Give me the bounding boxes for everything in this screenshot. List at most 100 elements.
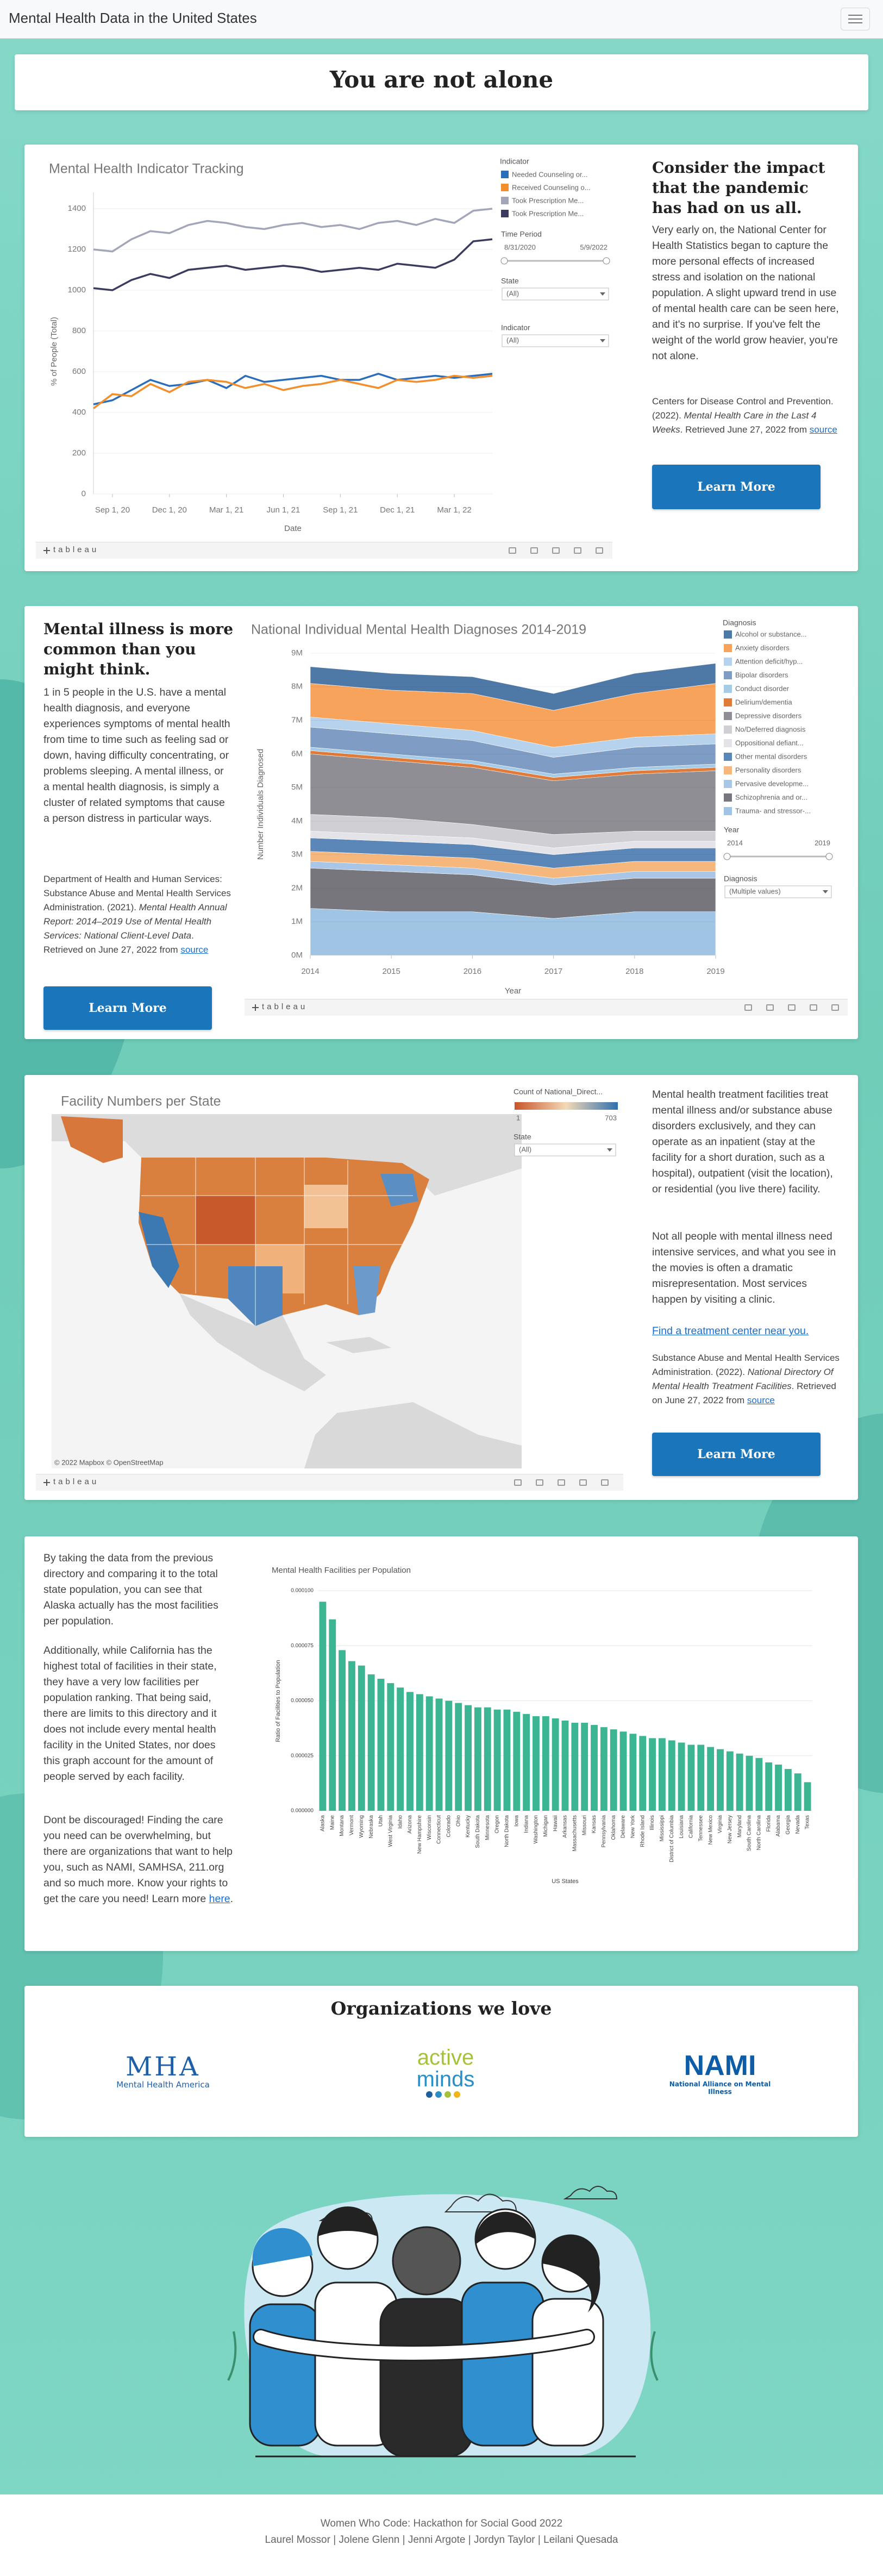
series-line	[92, 374, 493, 409]
treatment-center-link[interactable]: Find a treatment center near you.	[652, 1325, 809, 1337]
x-tick-label: Oregon	[494, 1815, 500, 1833]
source-link[interactable]: source	[747, 1395, 775, 1405]
viz-toolbar: tableau	[36, 1474, 623, 1491]
toolbar-icon[interactable]	[574, 547, 581, 554]
x-tick-label: Ohio	[455, 1815, 461, 1827]
x-tick-label: Tennessee	[698, 1815, 704, 1842]
bar	[348, 1661, 355, 1811]
learn-more-button[interactable]: Learn More	[652, 1433, 821, 1476]
x-tick-label: Kansas	[591, 1815, 597, 1833]
x-tick-label: Michigan	[543, 1815, 549, 1837]
legend-swatch	[501, 210, 509, 217]
logo-nami[interactable]: NAMI National Alliance on Mental Illness	[666, 2051, 774, 2096]
map-land	[304, 1402, 522, 1468]
bar	[455, 1703, 462, 1811]
filter-label: Time Period	[501, 230, 542, 239]
slider-handle[interactable]	[603, 257, 610, 265]
paragraph: Very early on, the National Center for H…	[652, 224, 839, 362]
toolbar-icon[interactable]	[744, 1004, 752, 1011]
bar	[668, 1740, 675, 1811]
x-tick-label: California	[688, 1815, 694, 1839]
footer: Women Who Code: Hackathon for Social Goo…	[0, 2494, 883, 2576]
x-tick-label: 2017	[544, 967, 562, 976]
here-link[interactable]: here	[209, 1893, 230, 1905]
legend-swatch	[724, 780, 732, 788]
legend-swatch	[724, 685, 732, 693]
citation-title: Mental Health Care in the Last 4 Weeks	[652, 410, 817, 435]
bar	[678, 1742, 685, 1811]
map-region	[61, 1116, 123, 1163]
brand-mark	[252, 1004, 259, 1011]
bar	[319, 1602, 327, 1811]
toolbar-icon[interactable]	[596, 547, 603, 554]
x-tick-label: Massachusetts	[572, 1815, 578, 1852]
slider-handle[interactable]	[825, 853, 833, 860]
filter-dropdown[interactable]	[502, 287, 609, 301]
toolbar-icon[interactable]	[579, 1479, 587, 1486]
toolbar-icon[interactable]	[601, 1479, 609, 1486]
x-tick-label: Minnesota	[485, 1815, 491, 1841]
legend-label: Oppositional defiant...	[735, 739, 804, 747]
tableau-brand: tableau	[53, 1477, 99, 1486]
toolbar-icon[interactable]	[558, 1479, 565, 1486]
citation: Substance Abuse and Mental Health Servic…	[652, 1351, 842, 1408]
map-land	[52, 1114, 522, 1196]
map-attribution: © 2022 Mapbox © OpenStreetMap	[54, 1458, 164, 1466]
bar	[561, 1720, 569, 1811]
toolbar-icon[interactable]	[536, 1479, 543, 1486]
source-link[interactable]: source	[809, 424, 837, 435]
source-link[interactable]: source	[180, 945, 209, 955]
toolbar-icon[interactable]	[530, 547, 538, 554]
learn-more-button[interactable]: Learn More	[652, 465, 821, 509]
toolbar-icon[interactable]	[552, 547, 560, 554]
logo-mha[interactable]: MHA Mental Health America	[109, 2054, 217, 2090]
bar	[687, 1745, 695, 1811]
toolbar-icon[interactable]	[810, 1004, 817, 1011]
series-line	[93, 238, 493, 291]
bar	[416, 1694, 423, 1811]
y-axis-title: Number Individuals Diagnosed	[256, 749, 265, 860]
toolbar-icon[interactable]	[509, 547, 516, 554]
organizations-card: Organizations we love MHA Mental Health …	[24, 1986, 858, 2137]
legend-label: Attention deficit/hyp...	[735, 657, 803, 665]
filter-label: Diagnosis	[724, 874, 757, 883]
learn-more-button[interactable]: Learn More	[43, 986, 212, 1030]
bar	[552, 1718, 559, 1811]
toolbar-icon[interactable]	[514, 1479, 522, 1486]
toolbar-icon[interactable]	[766, 1004, 774, 1011]
map-region	[353, 1266, 380, 1315]
filter-dropdown[interactable]	[502, 334, 609, 347]
toolbar-icon[interactable]	[788, 1004, 796, 1011]
bar	[610, 1729, 617, 1811]
filter-value: (All)	[506, 289, 519, 297]
illustration	[227, 2186, 659, 2458]
map-region	[380, 1174, 418, 1206]
legend-swatch	[724, 766, 732, 774]
filter-dropdown[interactable]	[724, 885, 832, 898]
y-axis-title: % of People (Total)	[49, 317, 59, 386]
x-tick-label: Illinois	[649, 1815, 655, 1830]
y-tick-label: 2M	[291, 883, 303, 892]
bar	[367, 1674, 375, 1811]
legend-label: Other mental disorders	[735, 752, 807, 760]
bar	[425, 1696, 433, 1811]
legend-label: Bipolar disorders	[735, 671, 788, 679]
filter-dropdown[interactable]	[514, 1143, 616, 1156]
tableau-brand: tableau	[53, 545, 99, 554]
menu-toggle[interactable]	[841, 8, 870, 30]
filter-label: State	[501, 277, 519, 285]
toolbar-icon[interactable]	[831, 1004, 839, 1011]
legend-label: Depressive disorders	[735, 711, 802, 720]
map-region	[196, 1196, 255, 1245]
legend-title: Indicator	[500, 157, 529, 166]
citation: Department of Health and Human Services:…	[43, 872, 231, 957]
logo-active-minds[interactable]: active minds	[399, 2047, 492, 2101]
legend-title: Count of National_Direct...	[513, 1087, 603, 1096]
slider-handle[interactable]	[723, 853, 731, 860]
x-tick-label: Idaho	[397, 1815, 403, 1829]
bar	[358, 1665, 365, 1811]
filter-range-end: 5/9/2022	[580, 243, 608, 251]
slider-handle[interactable]	[500, 257, 508, 265]
tableau-brand: tableau	[262, 1002, 308, 1011]
